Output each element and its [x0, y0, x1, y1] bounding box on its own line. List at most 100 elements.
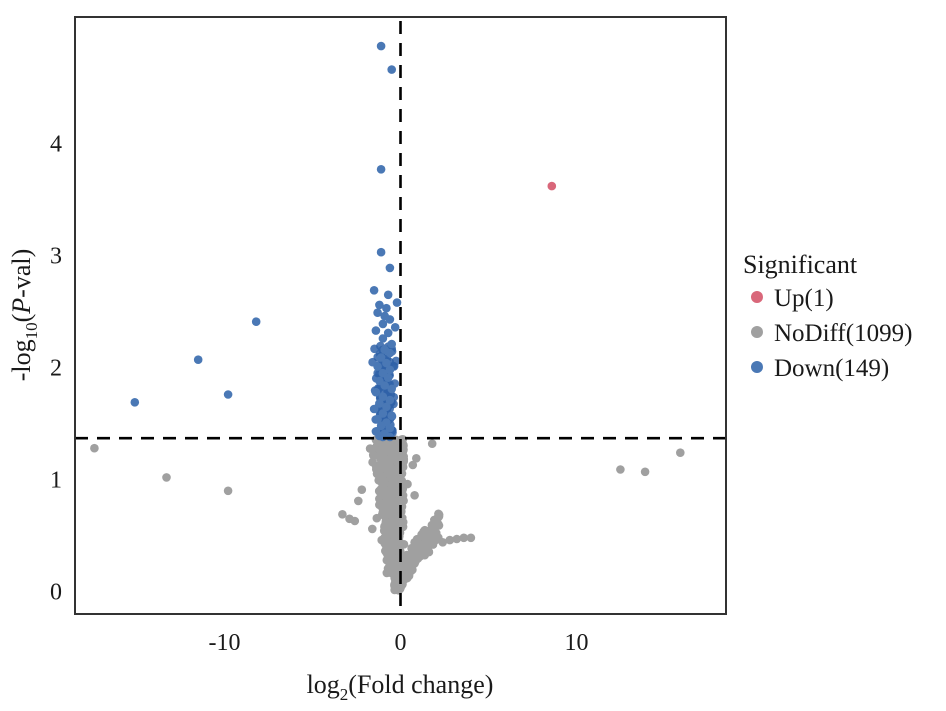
down-point [369, 286, 379, 295]
down-point [376, 247, 386, 257]
nodiff-point [412, 547, 421, 556]
nodiff-point [391, 545, 401, 555]
nodiff-point [445, 535, 455, 545]
up-point [547, 181, 557, 191]
plot-frame [74, 16, 727, 615]
down-point [385, 263, 395, 273]
nodiff-point [408, 460, 418, 470]
nodiff-point [368, 524, 377, 534]
nodiff-point [403, 479, 412, 489]
nodiff-point [396, 469, 405, 479]
down-point [387, 65, 397, 74]
nodiff-point [404, 554, 413, 564]
nodiff-point [438, 538, 448, 547]
nodiff-point [376, 447, 386, 457]
legend-swatch-nodiff [751, 326, 763, 338]
legend-entry-up: Up(1) [751, 285, 834, 312]
legend-label-down: Down(149) [774, 355, 889, 382]
down-point [375, 399, 384, 408]
nodiff-point [410, 491, 419, 500]
down-point [392, 298, 402, 307]
legend-swatch-down [751, 361, 763, 373]
legend-label-nodiff: NoDiff(1099) [774, 320, 912, 347]
nodiff-point [379, 476, 389, 485]
nodiff-point [383, 541, 393, 551]
y-tick-label: 3 [50, 243, 62, 269]
down-point [375, 300, 384, 310]
nodiff-point [389, 477, 399, 487]
down-point [223, 390, 233, 399]
nodiff-point [452, 534, 462, 544]
down-point [130, 398, 140, 407]
y-axis-ticks: 0 1 2 3 4 [50, 131, 62, 605]
down-point [376, 41, 386, 51]
legend-entry-nodiff: NoDiff(1099) [751, 320, 912, 347]
y-axis-title: -log10(P-val) [7, 249, 41, 382]
down-point [373, 414, 382, 424]
nodiff-point [375, 469, 384, 479]
down-point [382, 402, 391, 412]
nodiff-point [616, 465, 625, 474]
down-point [373, 308, 382, 318]
down-point [382, 358, 391, 368]
down-point [371, 326, 381, 335]
down-point [378, 334, 388, 343]
x-tick-label: -10 [209, 630, 241, 656]
down-point [383, 373, 393, 383]
nodiff-point [424, 534, 433, 544]
up-points [547, 181, 557, 191]
down-point [385, 365, 395, 375]
x-tick-label: 0 [395, 630, 407, 656]
down-point [387, 411, 397, 421]
nodiff-point [162, 473, 171, 482]
down-point [376, 165, 386, 174]
nodiff-point [385, 552, 395, 561]
nodiff-point [365, 444, 375, 453]
down-point [371, 387, 381, 397]
nodiff-point [387, 484, 397, 493]
x-axis-title: log2(Fold change) [307, 670, 494, 704]
nodiff-point [390, 503, 400, 513]
down-point [378, 409, 388, 418]
y-tick-label: 0 [50, 579, 62, 605]
nodiff-point [459, 533, 469, 543]
legend: Significant Up(1) NoDiff(1099) Down(149) [743, 250, 912, 382]
nodiff-point [354, 496, 363, 506]
down-point [380, 381, 390, 390]
legend-swatch-up [751, 291, 763, 303]
down-point [387, 339, 397, 349]
y-tick-label: 4 [50, 131, 62, 157]
nodiff-point [640, 467, 650, 477]
down-point [373, 362, 382, 371]
down-point [383, 328, 393, 338]
down-point [383, 290, 393, 300]
nodiff-point [466, 533, 476, 543]
nodiff-point [417, 541, 426, 550]
nodiff-point [372, 513, 382, 523]
down-point [376, 353, 386, 362]
nodiff-point [350, 516, 360, 526]
down-point [385, 348, 395, 358]
nodiff-point [422, 526, 432, 536]
nodiff-point [381, 440, 390, 450]
nodiff-point [379, 454, 389, 463]
nodiff-point [389, 530, 399, 540]
nodiff-point [427, 439, 437, 449]
nodiff-point [431, 535, 441, 545]
nodiff-point [223, 486, 233, 496]
nodiff-point [412, 454, 421, 463]
legend-entry-down: Down(149) [751, 355, 889, 382]
nodiff-point [434, 512, 444, 521]
y-tick-label: 2 [50, 355, 62, 381]
down-point [251, 317, 261, 327]
down-point [385, 395, 395, 405]
down-point [193, 355, 203, 365]
down-point [378, 319, 388, 329]
down-point [385, 423, 395, 433]
legend-label-up: Up(1) [774, 285, 834, 312]
down-point [369, 404, 379, 414]
down-point [387, 384, 397, 394]
nodiff-point [357, 485, 367, 495]
x-axis-ticks: -10 0 10 [209, 630, 589, 656]
